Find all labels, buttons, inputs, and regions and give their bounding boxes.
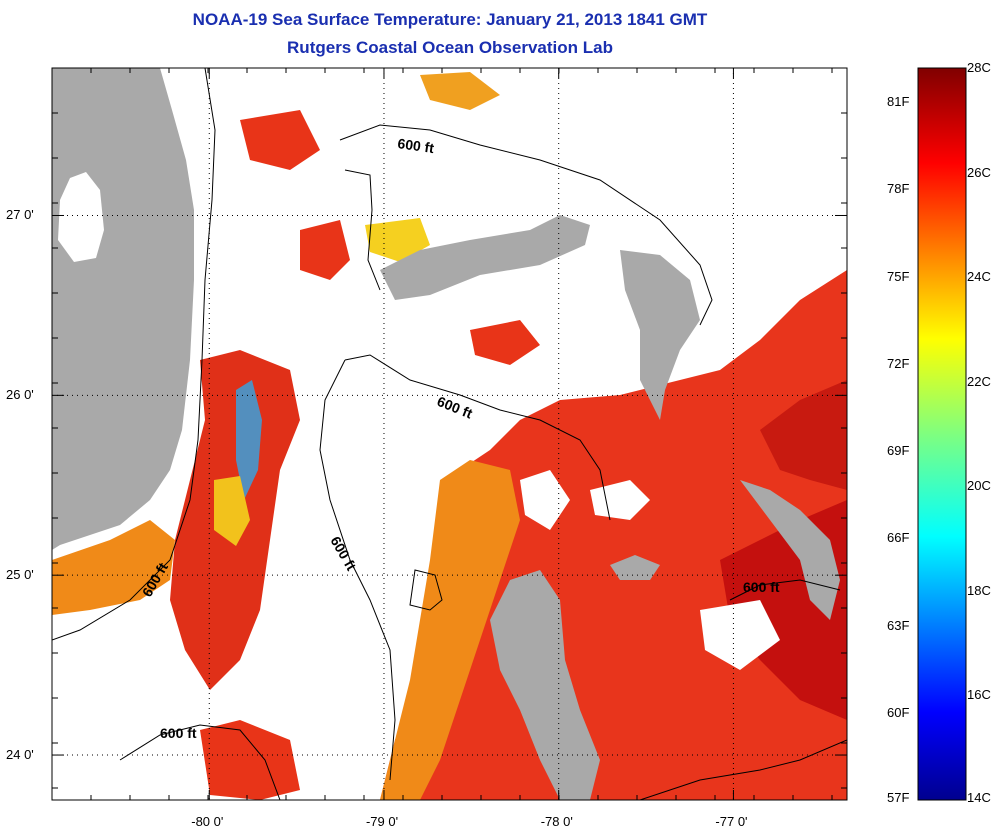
graticule	[52, 68, 847, 800]
colorbar-fahrenheit-label: 63F	[887, 617, 910, 633]
warm-patch-north-3	[420, 72, 500, 110]
colorbar-celsius-label: 16C	[967, 687, 991, 703]
andros-island	[490, 570, 600, 800]
lon-tick-label: -79 0'	[365, 814, 399, 829]
lon-tick-label: -78 0'	[540, 814, 573, 829]
warm-patch-north-1	[300, 220, 350, 280]
contour-label: 600 ft	[743, 579, 780, 595]
colorbar-fahrenheit-label: 78F	[887, 181, 910, 197]
map-title: NOAA-19 Sea Surface Temperature: January…	[192, 10, 708, 29]
colorbar-fahrenheit-label: 81F	[887, 94, 910, 109]
warm-patch-north-4	[470, 320, 540, 365]
sst-layer	[52, 68, 847, 800]
warm-patch-south	[200, 720, 300, 800]
abaco-island	[620, 250, 700, 420]
contour-label: 600 ft	[160, 725, 197, 741]
lat-tick-label: 25 0'	[6, 567, 34, 583]
colorbar-fahrenheit-label: 75F	[887, 268, 910, 284]
new-providence-island	[610, 555, 660, 580]
eleuthera-island	[740, 480, 840, 620]
lake-okeechobee	[58, 172, 104, 262]
colorbar-celsius-label: 24C	[967, 269, 991, 285]
lat-tick-label: 24 0'	[6, 747, 34, 763]
florida-keys-warm	[52, 520, 175, 615]
cloud-patch-1	[590, 480, 650, 520]
colorbar-fahrenheit-label: 66F	[887, 530, 910, 546]
yellow-patch-straits	[214, 476, 250, 546]
cool-streak	[236, 380, 262, 500]
hot-water-northeast	[760, 380, 847, 490]
colorbar-fahrenheit-label: 57F	[887, 790, 910, 805]
yellow-patch-north	[365, 218, 430, 262]
cloud-patch-3	[520, 470, 570, 530]
colorbar-fahrenheit-label: 72F	[887, 355, 910, 371]
colorbar-celsius-label: 28C	[967, 60, 991, 75]
map-ticks	[52, 68, 847, 800]
lat-tick-label: 27 0'	[6, 207, 34, 223]
lon-tick-label: -80 0'	[191, 814, 224, 829]
colorbar-celsius-label: 26C	[967, 164, 991, 180]
cloud-patch-2	[700, 600, 780, 670]
grand-bahama-island	[380, 215, 590, 300]
map-subtitle: Rutgers Coastal Ocean Observation Lab	[287, 38, 613, 57]
colorbar-celsius-label: 18C	[967, 582, 991, 598]
colorbar-celsius-label: 22C	[967, 373, 991, 389]
map-border	[51, 67, 848, 801]
orange-water-west-bank	[380, 460, 520, 800]
lat-tick-label: 26 0'	[6, 387, 34, 403]
colorbar-celsius-label: 20C	[967, 478, 991, 494]
colorbar-celsius-label: 14C	[967, 790, 991, 805]
colorbar-fahrenheit-label: 60F	[887, 704, 910, 720]
lon-tick-label: -77 0'	[715, 814, 748, 829]
colorbar	[917, 67, 967, 801]
depth-contours	[52, 68, 847, 800]
contour-label: 600 ft	[397, 135, 436, 156]
warm-patch-north-2	[240, 110, 320, 170]
warm-water-region-east	[380, 270, 847, 800]
colorbar-fahrenheit-label: 69F	[887, 443, 910, 458]
